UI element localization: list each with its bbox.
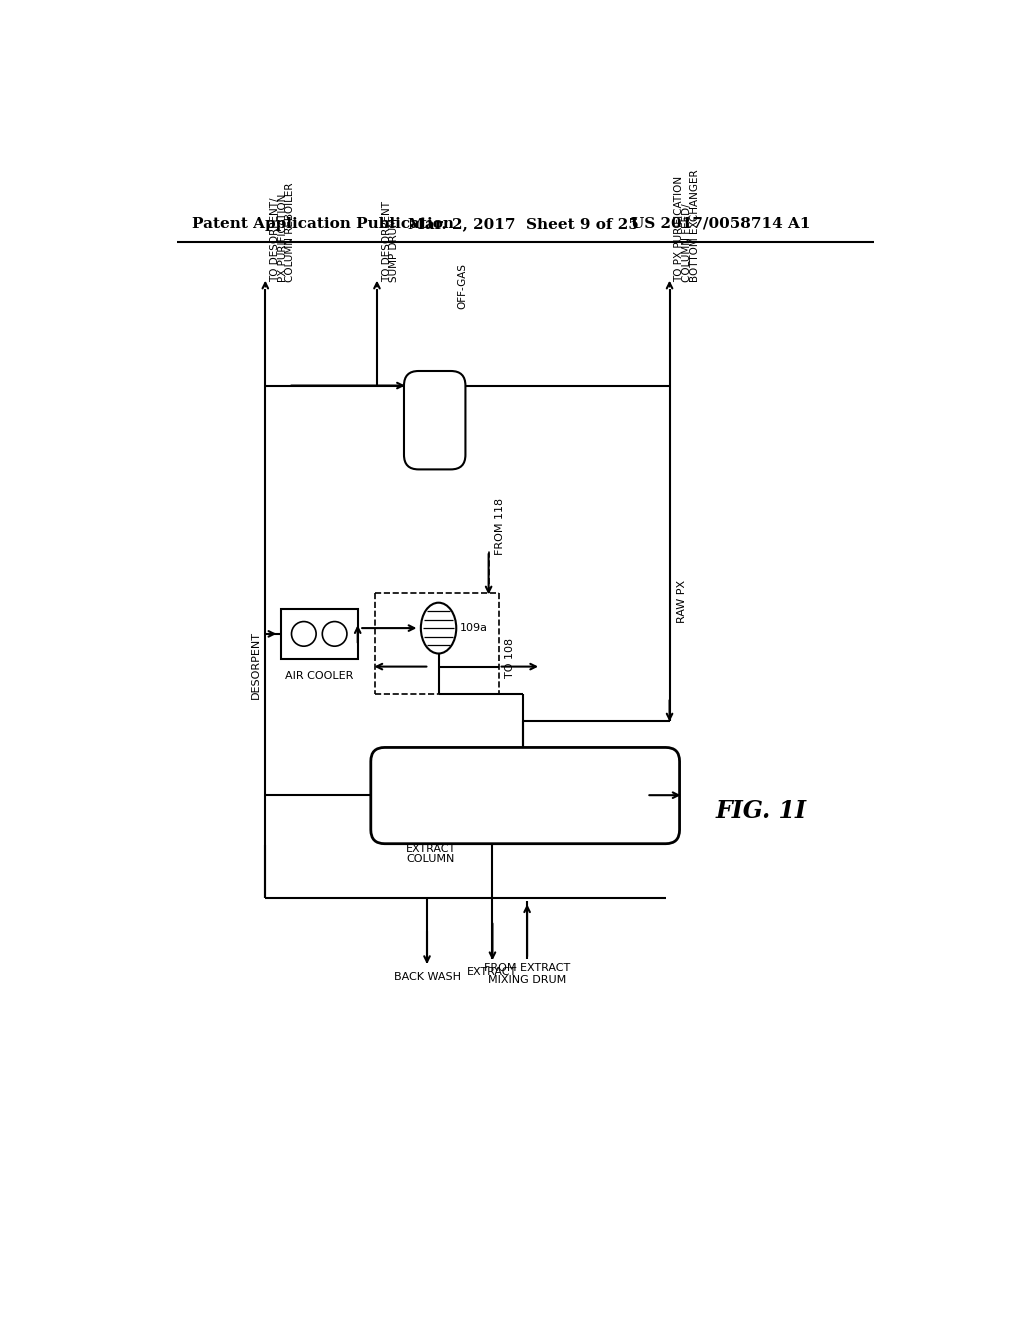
Text: RAW PX: RAW PX [677, 579, 687, 623]
Text: TO DESORPENT: TO DESORPENT [382, 201, 391, 281]
Bar [281, 609, 357, 659]
Text: DESORPENT: DESORPENT [251, 631, 261, 698]
Text: Mar. 2, 2017  Sheet 9 of 25: Mar. 2, 2017 Sheet 9 of 25 [408, 216, 639, 231]
Text: AIR COOLER: AIR COOLER [285, 671, 353, 681]
Text: TO 108: TO 108 [505, 638, 515, 678]
Text: COLUMN: COLUMN [407, 854, 455, 865]
Text: BACK WASH: BACK WASH [393, 972, 461, 982]
Text: COLUMN REBOILER: COLUMN REBOILER [286, 182, 295, 281]
FancyBboxPatch shape [404, 371, 466, 470]
Text: US 2017/0058714 A1: US 2017/0058714 A1 [631, 216, 811, 231]
Text: FROM EXTRACT: FROM EXTRACT [484, 964, 570, 973]
Text: COLUMN FEED/: COLUMN FEED/ [682, 203, 692, 281]
Text: OFF-GAS: OFF-GAS [458, 263, 468, 309]
Text: TO PX PURIFICATION: TO PX PURIFICATION [674, 176, 684, 281]
Text: PX PURIFICATION: PX PURIFICATION [278, 193, 288, 281]
Text: FIG. 1I: FIG. 1I [716, 799, 807, 822]
Text: TO DESORPENT/: TO DESORPENT/ [270, 197, 280, 281]
FancyBboxPatch shape [371, 747, 680, 843]
Text: SUMP DRUM: SUMP DRUM [389, 218, 399, 281]
Text: FROM 118: FROM 118 [495, 498, 505, 554]
Text: Patent Application Publication: Patent Application Publication [193, 216, 455, 231]
Text: EXTRACT: EXTRACT [467, 966, 517, 977]
Text: BOTTOM EXCHANGER: BOTTOM EXCHANGER [689, 169, 699, 281]
Text: 109a: 109a [460, 623, 488, 634]
Text: MIXING DRUM: MIXING DRUM [488, 974, 566, 985]
Text: EXTRACT: EXTRACT [406, 843, 456, 854]
